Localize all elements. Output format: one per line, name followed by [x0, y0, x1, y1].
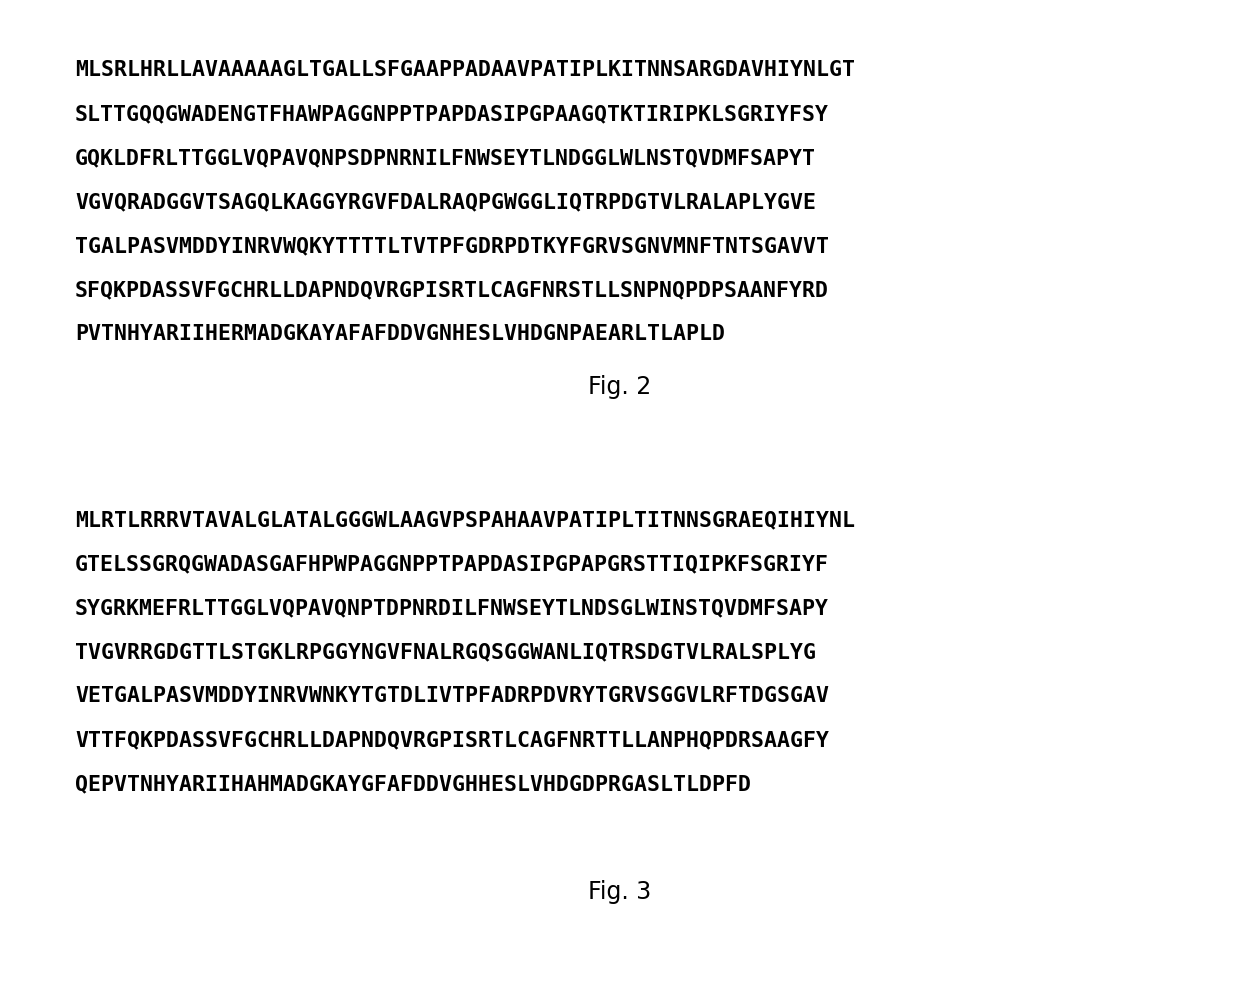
Text: SYGRKMEFRLTTGGLVQPAVQNPTDPNRDILFNWSEYTLNDSGLWINSTQVDMFSAPY: SYGRKMEFRLTTGGLVQPAVQNPTDPNRDILFNWSEYTLN…	[74, 598, 830, 618]
Text: VETGALPASVMDDYINRVWNKYTGTDLIVTPFADRPDVRYTGRVSGGVLRFTDGSGAV: VETGALPASVMDDYINRVWNKYTGTDLIVTPFADRPDVRY…	[74, 686, 830, 706]
Text: Fig. 2: Fig. 2	[588, 375, 652, 399]
Text: GTELSSGRQGWADASGAFHPWPAGGNPPTPAPDASIPGPAPGRSTTIQIPKFSGRIYF: GTELSSGRQGWADASGAFHPWPAGGNPPTPAPDASIPGPA…	[74, 554, 830, 574]
Text: VTTFQKPDASSVFGCHRLLDAPNDQVRGPISRTLCAGFNRTTLLANPHQPDRSAAGFY: VTTFQKPDASSVFGCHRLLDAPNDQVRGPISRTLCAGFNR…	[74, 730, 830, 750]
Text: MLSRLHRLLAVAAAAAGLTGALLSFGAAPPADAAVPATIPLKITNNSARGDAVHIYNLGT: MLSRLHRLLAVAAAAAGLTGALLSFGAAPPADAAVPATIP…	[74, 60, 856, 80]
Text: TGALPASVMDDYINRVWQKYTTTTLTVTPFGDRPDTKYFGRVSGNVMNFTNTSGAVVT: TGALPASVMDDYINRVWQKYTTTTLTVTPFGDRPDTKYFG…	[74, 236, 830, 256]
Text: TVGVRRGDGTTLSTGKLRPGGYNGVFNALRGQSGGWANLIQTRSDGTVLRALSPLYG: TVGVRRGDGTTLSTGKLRPGGYNGVFNALRGQSGGWANLI…	[74, 642, 816, 662]
Text: QEPVTNHYARIIHAHMADGKAYGFAFDDVGHHESLVHDGDPRGASLTLDPFD: QEPVTNHYARIIHAHMADGKAYGFAFDDVGHHESLVHDGD…	[74, 774, 751, 794]
Text: MLRTLRRRVTAVALGLАТАLGGGWLAAGVPSPAHAAVPATIPLTITNNSGRAEQIHIYNL: MLRTLRRRVTAVALGLАТАLGGGWLAAGVPSPAHAAVPAT…	[74, 510, 856, 530]
Text: SLTTGQQGWADENGTFHAWPAGGNPPTPAPDASIPGPAAGQTKTIRIPKLSGRIYFSY: SLTTGQQGWADENGTFHAWPAGGNPPTPAPDASIPGPAAG…	[74, 104, 830, 124]
Text: Fig. 3: Fig. 3	[588, 880, 652, 904]
Text: PVTNHYARIIHERMADGKAYAFAFDDVGNHESLVHDGNPAEARLTLAPLD: PVTNHYARIIHERMADGKAYAFAFDDVGNHESLVHDGNPA…	[74, 324, 725, 344]
Text: SFQKPDASSVFGCHRLLDAPNDQVRGPISRTLCAGFNRSTLLSNPNQPDPSAANFYRD: SFQKPDASSVFGCHRLLDAPNDQVRGPISRTLCAGFNRST…	[74, 280, 830, 300]
Text: VGVQRADGGVTSAGQLKAGGYRGVFDALRAQPGWGGLIQTRPDGTVLRALAPLYGVE: VGVQRADGGVTSAGQLKAGGYRGVFDALRAQPGWGGLIQT…	[74, 192, 816, 212]
Text: GQKLDFRLTTGGLVQPAVQNPSDPNRNILFNWSEYTLNDGGLWLNSTQVDMFSAPYT: GQKLDFRLTTGGLVQPAVQNPSDPNRNILFNWSEYTLNDG…	[74, 148, 816, 168]
